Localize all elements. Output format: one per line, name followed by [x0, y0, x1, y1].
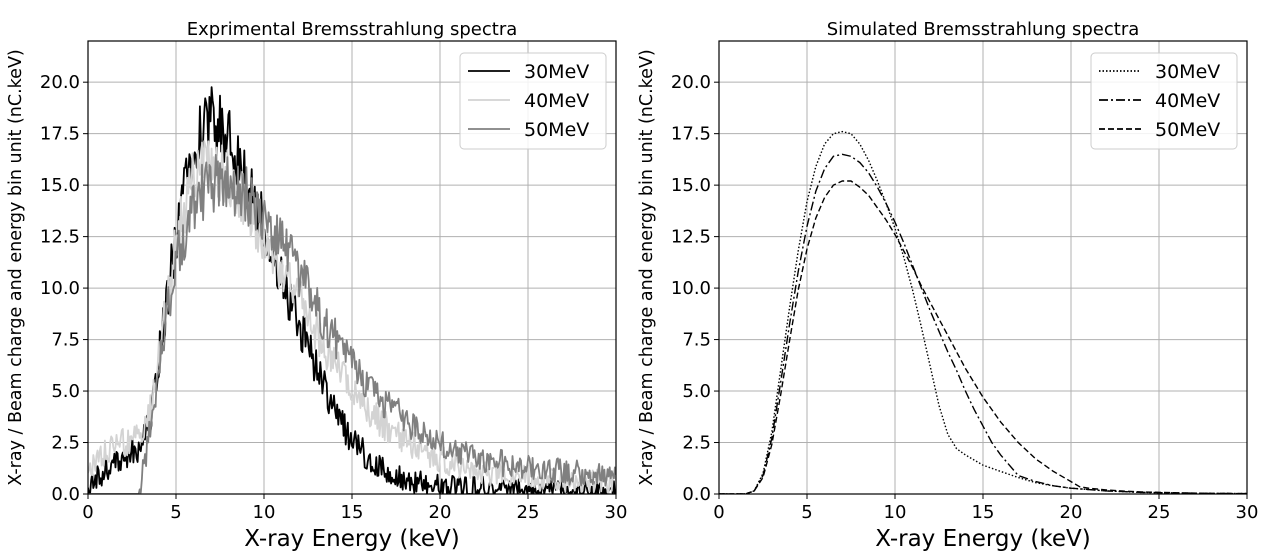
- legend-label: 30MeV: [524, 61, 589, 83]
- y-axis-label: X-ray / Beam charge and energy bin unit …: [637, 49, 657, 486]
- y-tick-label: 5.0: [51, 381, 80, 402]
- y-tick-label: 17.5: [671, 124, 711, 145]
- y-tick-label: 10.0: [671, 278, 711, 299]
- y-tick-label: 20.0: [40, 72, 80, 93]
- y-tick-label: 7.5: [682, 330, 711, 351]
- y-tick-label: 12.5: [671, 227, 711, 248]
- y-tick-label: 2.5: [682, 433, 711, 454]
- x-tick-label: 10: [884, 502, 907, 523]
- chart-panel-2: 0 5 10 15 20 25 30 0.0 2.5 5.0 7.5 10.0 12.5 15.0 17.5…: [637, 19, 1258, 552]
- legend-label: 30MeV: [1155, 61, 1220, 83]
- legend-label: 40MeV: [1155, 90, 1220, 112]
- x-tick-label: 20: [1060, 502, 1083, 523]
- legend: 30MeV 40MeV 50MeV: [1090, 52, 1238, 150]
- series-line-50MeV: [719, 180, 1247, 494]
- x-axis-label: X-ray Energy (keV): [244, 526, 460, 552]
- x-tick-label: 10: [253, 502, 276, 523]
- legend-label: 50MeV: [1155, 119, 1220, 141]
- x-tick-label: 5: [170, 502, 181, 523]
- x-tick-label: 20: [429, 502, 452, 523]
- y-tick-label: 20.0: [671, 72, 711, 93]
- chart-panel-1: 0 5 10 15 20 25 30 0.0 2.5 5.0 7.5 10.0 12.5 15.0 17.5…: [6, 19, 627, 552]
- y-tick-label: 5.0: [682, 381, 711, 402]
- legend-box: [1090, 52, 1238, 150]
- x-tick-label: 0: [82, 502, 93, 523]
- y-tick-label: 10.0: [40, 278, 80, 299]
- x-axis-label: X-ray Energy (keV): [875, 526, 1091, 552]
- y-tick-label: 7.5: [51, 330, 80, 351]
- legend: 30MeV 40MeV 50MeV: [459, 52, 607, 150]
- series-line-40MeV: [719, 153, 1247, 494]
- x-tick-label: 30: [605, 502, 628, 523]
- x-tick-label: 25: [517, 502, 540, 523]
- x-tick-label: 5: [801, 502, 812, 523]
- x-tick-label: 25: [1148, 502, 1171, 523]
- y-tick-label: 0.0: [51, 484, 80, 505]
- x-tick-label: 30: [1236, 502, 1259, 523]
- y-tick-label: 15.0: [40, 175, 80, 196]
- y-axis-label: X-ray / Beam charge and energy bin unit …: [6, 49, 26, 486]
- y-tick-label: 0.0: [682, 484, 711, 505]
- y-tick-label: 17.5: [40, 124, 80, 145]
- y-tick-label: 2.5: [51, 433, 80, 454]
- y-tick-label: 15.0: [671, 175, 711, 196]
- series-line-50MeV: [88, 153, 616, 494]
- x-tick-label: 15: [341, 502, 364, 523]
- chart-title: Exprimental Bremsstrahlung spectra: [187, 19, 518, 40]
- y-tick-label: 12.5: [40, 227, 80, 248]
- chart-title: Simulated Bremsstrahlung spectra: [827, 19, 1140, 40]
- legend-label: 50MeV: [524, 119, 589, 141]
- x-tick-label: 15: [972, 502, 995, 523]
- legend-label: 40MeV: [524, 90, 589, 112]
- x-tick-label: 0: [713, 502, 724, 523]
- legend-box: [459, 52, 607, 150]
